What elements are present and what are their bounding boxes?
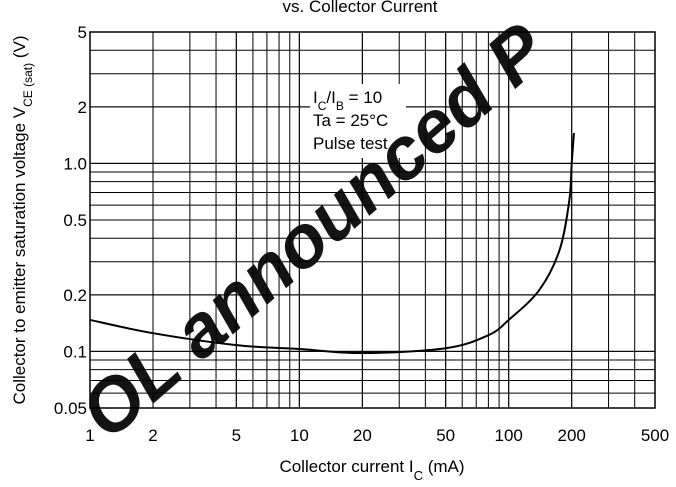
subscript: CE (sat) [21, 63, 35, 107]
y-tick-label: 0.2 [63, 286, 87, 305]
label-part: Collector current I [279, 457, 413, 476]
label-part: I [313, 88, 318, 107]
annotation: IC/IB = 10 [313, 88, 382, 113]
x-axis-label: Collector current IC (mA) [279, 457, 464, 482]
x-tick-label: 100 [494, 426, 522, 445]
label-part: /I [326, 88, 335, 107]
data-line [89, 132, 575, 355]
label-part: (mA) [423, 457, 465, 476]
y-tick-label: 0.5 [63, 211, 87, 230]
x-tick-label: 500 [641, 426, 669, 445]
y-tick-label: 2 [78, 98, 87, 117]
annotation: Pulse test [313, 134, 388, 153]
label-part: Collector to emitter saturation voltage … [10, 106, 29, 404]
subscript: C [414, 468, 423, 483]
x-tick-label: 5 [232, 426, 241, 445]
label-part: (V) [10, 35, 29, 62]
subscript: B [336, 99, 344, 113]
annotation-background [310, 84, 406, 158]
x-tick-label: 1 [85, 426, 94, 445]
x-tick-label: 2 [148, 426, 157, 445]
label-part: Pulse test [313, 134, 388, 153]
chart-title: vs. Collector Current [283, 0, 438, 16]
subscript: C [318, 99, 327, 113]
y-axis-label: Collector to emitter saturation voltage … [10, 35, 35, 404]
x-tick-label: 200 [558, 426, 586, 445]
annotation: Ta = 25°C [313, 111, 388, 130]
x-tick-label: 10 [290, 426, 309, 445]
y-tick-label: 0.05 [54, 399, 87, 418]
x-tick-label: 50 [436, 426, 455, 445]
x-tick-label: 20 [353, 426, 372, 445]
y-tick-label: 0.1 [63, 342, 87, 361]
label-part: Ta = 25°C [313, 111, 388, 130]
y-tick-label: 5 [78, 23, 87, 42]
y-tick-label: 1.0 [63, 154, 87, 173]
label-part: = 10 [344, 88, 382, 107]
